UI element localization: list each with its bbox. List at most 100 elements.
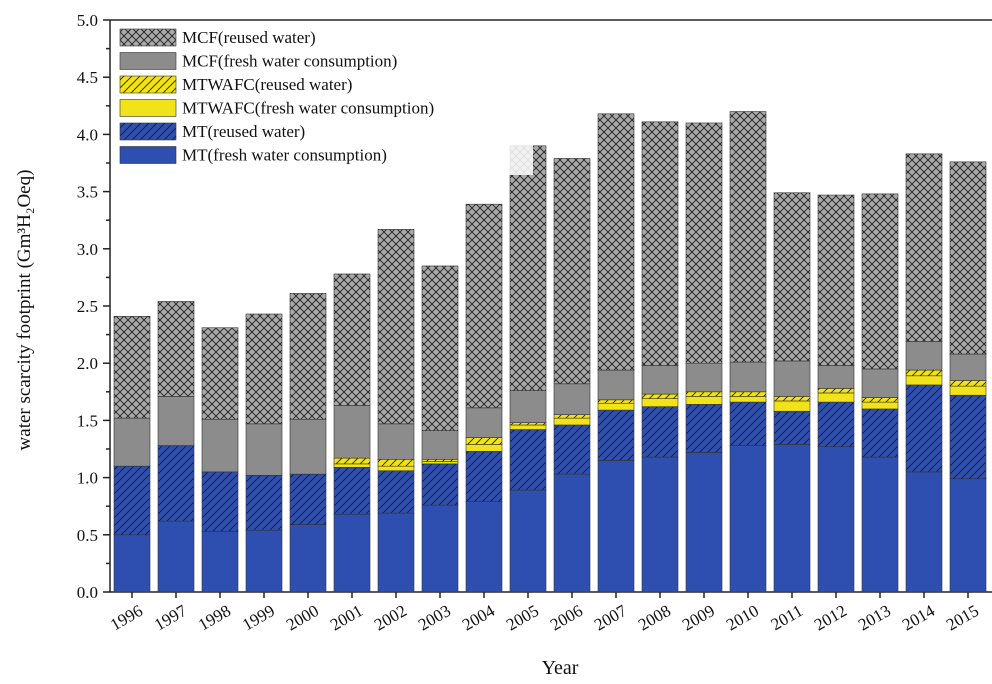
- bar-segment: [949, 385, 987, 396]
- bar-segment: [685, 452, 723, 593]
- bar-segment: [641, 393, 679, 399]
- bar-segment: [553, 383, 591, 415]
- y-tick-label: 2.5: [77, 297, 98, 316]
- bar-segment: [333, 463, 371, 468]
- bar-segment: [641, 406, 679, 458]
- bar-segment: [377, 470, 415, 514]
- bar-segment: [289, 293, 327, 420]
- bar-segment: [245, 475, 283, 531]
- bar-segment: [905, 384, 943, 473]
- legend-label: MTWAFC(fresh water consumption): [182, 99, 434, 118]
- bar-segment: [421, 265, 459, 431]
- x-tick-label: 2012: [811, 601, 850, 634]
- legend-swatch: [119, 28, 177, 47]
- bar-segment: [641, 398, 679, 407]
- bar-segment: [509, 429, 547, 491]
- bar-segment: [509, 390, 547, 423]
- x-tick-label: 2014: [899, 601, 938, 635]
- bar-segment: [377, 423, 415, 460]
- bar-segment: [201, 471, 239, 532]
- bar-segment: [553, 424, 591, 475]
- x-tick-label: 2005: [503, 601, 542, 634]
- bar-segment: [949, 380, 987, 387]
- bar-segment: [905, 153, 943, 342]
- bar-segment: [377, 465, 415, 472]
- legend-swatch: [119, 146, 177, 164]
- x-tick-label: 2008: [635, 601, 674, 634]
- bar-segment: [465, 444, 503, 452]
- bar-segment: [421, 461, 459, 465]
- bar-segment: [553, 158, 591, 385]
- bar-segment: [949, 478, 987, 593]
- bar-segment: [553, 473, 591, 593]
- bar-segment: [465, 407, 503, 438]
- y-tick-label: 1.0: [77, 469, 98, 488]
- legend-label: MCF(reused water): [182, 28, 316, 47]
- bar-segment: [773, 360, 811, 397]
- x-tick-label: 1996: [107, 601, 146, 634]
- x-tick-label: 2011: [768, 601, 806, 634]
- bar-segment: [773, 444, 811, 593]
- legend-swatch: [119, 122, 177, 141]
- bar-segment: [905, 369, 943, 377]
- bar-segment: [113, 315, 151, 419]
- bar-segment: [113, 465, 151, 536]
- y-tick-label: 0.0: [77, 583, 98, 602]
- bar-segment: [289, 418, 327, 475]
- bar-segment: [773, 410, 811, 445]
- bar-segment: [597, 399, 635, 404]
- x-tick-label: 2004: [459, 601, 498, 635]
- legend-label: MT(fresh water consumption): [182, 146, 387, 165]
- bar-segment: [157, 396, 195, 446]
- bar-segment: [861, 408, 899, 458]
- bar-segment: [597, 460, 635, 593]
- x-tick-label: 2010: [723, 601, 762, 634]
- bar-segment: [157, 445, 195, 522]
- legend-swatch: [119, 52, 177, 70]
- bar-segment: [509, 145, 547, 391]
- bar-segment: [641, 456, 679, 593]
- bar-segment: [817, 194, 855, 366]
- bar-segment: [201, 531, 239, 593]
- bar-segment: [729, 111, 767, 363]
- bar-segment: [465, 501, 503, 593]
- bar-segment: [641, 365, 679, 395]
- bar-segment: [685, 391, 723, 397]
- bar-segment: [333, 457, 371, 465]
- x-tick-label: 2001: [327, 601, 366, 634]
- bar-segment: [465, 203, 503, 409]
- bar-segment: [201, 418, 239, 473]
- x-tick-label: 2003: [415, 601, 454, 634]
- bar-segment: [421, 430, 459, 460]
- legend-label: MTWAFC(reused water): [182, 75, 352, 94]
- bar-segment: [597, 402, 635, 411]
- x-tick-label: 2002: [371, 601, 410, 634]
- bar-segment: [861, 456, 899, 593]
- legend-label: MCF(fresh water consumption): [182, 52, 397, 71]
- x-tick-label: 1998: [195, 601, 234, 634]
- y-tick-label: 3.0: [77, 240, 98, 259]
- bar-segment: [245, 423, 283, 476]
- y-tick-label: 4.0: [77, 125, 98, 144]
- x-axis-label: Year: [542, 657, 579, 679]
- bar-segment: [685, 122, 723, 364]
- legend: MCF(reused water) MCF(fresh water consump…: [113, 23, 533, 175]
- bar-segment: [773, 396, 811, 402]
- x-tick-label: 2006: [547, 601, 586, 634]
- legend-swatch: [119, 75, 177, 94]
- bar-segment: [597, 113, 635, 371]
- bar-segment: [157, 301, 195, 397]
- bar-segment: [509, 489, 547, 593]
- bar-segment: [685, 396, 723, 405]
- bar-segment: [905, 341, 943, 371]
- bar-segment: [861, 368, 899, 398]
- bar-segment: [333, 273, 371, 406]
- y-tick-label: 1.5: [77, 411, 98, 430]
- bar-segment: [421, 504, 459, 593]
- bar-segment: [949, 394, 987, 480]
- x-tick-label: 2013: [855, 601, 894, 634]
- bar-segment: [289, 524, 327, 593]
- bar-segment: [861, 397, 899, 403]
- bar-segment: [333, 513, 371, 593]
- bar-segment: [817, 392, 855, 403]
